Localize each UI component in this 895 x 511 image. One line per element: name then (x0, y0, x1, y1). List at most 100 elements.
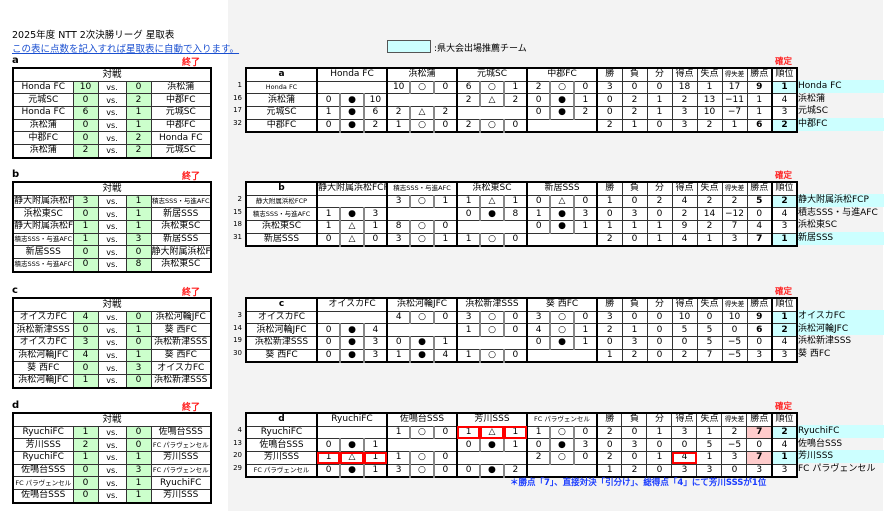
home-score-input[interactable]: 0 (72, 489, 99, 504)
away-score-input[interactable]: 0 (125, 438, 152, 453)
home-score-input[interactable]: 0 (72, 361, 99, 376)
away-score-input[interactable]: 2 (125, 131, 152, 146)
away-score-input[interactable]: 1 (125, 348, 152, 363)
home-score-input[interactable]: 4 (72, 348, 99, 363)
away-score-input[interactable]: 2 (125, 93, 152, 108)
goals-for-total: 3 (671, 425, 698, 440)
home-team: オイスカFC (12, 310, 74, 325)
away-score-input[interactable]: 8 (125, 258, 152, 273)
away-score-input[interactable]: 3 (125, 463, 152, 478)
away-score-input[interactable]: 0 (125, 336, 152, 350)
home-score-input[interactable]: 0 (72, 245, 99, 260)
away-score-input[interactable]: 0 (125, 374, 152, 389)
home-score-input[interactable]: 3 (72, 194, 99, 209)
result-mark: ● (549, 220, 575, 234)
goals-for-total: 9 (671, 220, 698, 234)
standings-row: 浜松蒲 0 ● 10 2 △ 2 0 ● 1 0 2 1 2 13 −11 1 4 (245, 93, 798, 108)
home-score-input[interactable]: 0 (72, 207, 99, 222)
home-score-input[interactable]: 0 (72, 118, 99, 133)
home-score-input[interactable]: 0 (72, 258, 99, 273)
points: 0 (746, 207, 773, 222)
result-mark: ● (339, 106, 365, 120)
ranked-team-name: 新居SSS (797, 232, 884, 245)
standings-row: 芳川SSS 1 △ 1 1 ○ 0 2 ○ 0 2 0 1 4 1 3 7 1 (245, 451, 798, 465)
home-score-input[interactable]: 0 (72, 476, 99, 491)
wins: 0 (596, 336, 623, 350)
home-score-input[interactable]: 0 (72, 93, 99, 108)
result-mark: ● (339, 207, 365, 222)
empty-cell (456, 220, 529, 234)
away-score-input[interactable]: 1 (125, 194, 152, 209)
away-score-input[interactable]: 3 (125, 232, 152, 247)
home-score-input[interactable]: 1 (72, 220, 99, 234)
away-score-input[interactable]: 1 (125, 323, 152, 338)
home-score-input[interactable]: 1 (72, 232, 99, 247)
away-score-input[interactable]: 2 (125, 144, 152, 159)
home-score-input[interactable]: 10 (72, 80, 99, 95)
vs-label: vs. (97, 463, 127, 478)
away-score-input[interactable]: 0 (125, 245, 152, 260)
goals-for: 10 (386, 80, 411, 95)
goals-against: 0 (433, 451, 458, 465)
goals-against: 0 (433, 220, 459, 234)
home-score-input[interactable]: 2 (72, 144, 99, 159)
goals-against: 2 (573, 106, 599, 120)
opponent-header: 芳川SSS (456, 412, 528, 427)
vs-label: vs. (97, 489, 127, 504)
home-score-input[interactable]: 6 (72, 106, 99, 120)
opponent-header: オイスカFC (316, 297, 389, 312)
home-score-input[interactable]: 2 (72, 438, 99, 453)
away-score-input[interactable]: 1 (125, 106, 152, 120)
away-team: 浜松河輪JFC (150, 310, 212, 325)
team-number: 19 (233, 336, 242, 345)
away-score-input[interactable]: 0 (125, 80, 152, 95)
result-mark: ○ (479, 118, 505, 133)
goals-against: 0 (573, 451, 598, 465)
away-score-input[interactable]: 0 (125, 310, 152, 325)
away-score-input[interactable]: 1 (125, 451, 152, 465)
away-score-input[interactable]: 1 (125, 489, 152, 504)
instruction-link[interactable]: この表に点数を記入すれば星取表に自動で入ります。 (12, 44, 240, 55)
draws: 0 (646, 323, 673, 338)
stat-header: 勝 (596, 67, 623, 82)
vs-label: vs. (97, 348, 127, 363)
goals-against: 3 (573, 438, 598, 453)
opponent-header: 静大附属浜松FCP (316, 181, 388, 196)
away-score-input[interactable]: 1 (125, 476, 152, 491)
rank: 2 (771, 194, 798, 209)
home-score-input[interactable]: 0 (72, 131, 99, 146)
goals-against: 2 (503, 93, 529, 108)
goals-for: 3 (386, 194, 411, 209)
result-mark: ○ (409, 232, 435, 247)
home-score-input[interactable]: 1 (72, 451, 99, 465)
away-score-input[interactable]: 1 (125, 207, 152, 222)
opponent-header: 浜松蒲 (386, 67, 458, 82)
team-number: 1 (237, 81, 242, 89)
goals-against: 1 (433, 232, 459, 247)
result-mark: ● (549, 438, 575, 453)
wins: 3 (596, 310, 623, 325)
goals-against-total: 1 (696, 425, 723, 440)
away-team: 葵 西FC (150, 323, 212, 338)
goal-difference: 0 (721, 323, 748, 338)
home-score-input[interactable]: 1 (72, 425, 99, 440)
wins: 1 (596, 194, 623, 209)
stat-header: 分 (646, 297, 673, 312)
losses: 0 (621, 451, 648, 465)
away-score-input[interactable]: 0 (125, 425, 152, 440)
home-score-input[interactable]: 4 (72, 310, 99, 325)
away-score-input[interactable]: 1 (125, 220, 152, 234)
goals-for: 4 (386, 310, 411, 325)
away-score-input[interactable]: 3 (125, 361, 152, 376)
standings-row: 浜松東SC 1 △ 1 8 ○ 0 0 ● 1 1 1 1 9 2 7 4 3 (245, 220, 798, 234)
match-row: 積志SSS・与進AFC 0 vs. 8 浜松東SC (12, 258, 212, 273)
away-score-input[interactable]: 1 (125, 118, 152, 133)
goals-against-total: 0 (696, 310, 723, 325)
stat-header: 得失差 (721, 67, 748, 82)
home-score-input[interactable]: 0 (72, 463, 99, 478)
home-score-input[interactable]: 0 (72, 323, 99, 338)
matches-header: 対戦 (12, 181, 212, 196)
home-score-input[interactable]: 3 (72, 336, 99, 350)
home-score-input[interactable]: 1 (72, 374, 99, 389)
team-number: 2 (237, 195, 242, 203)
